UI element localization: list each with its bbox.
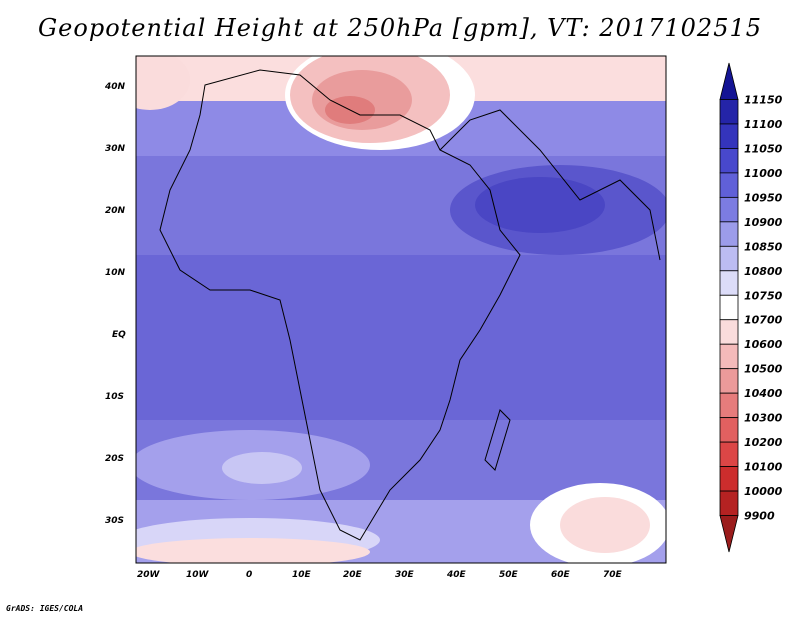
plot-frame — [135, 55, 667, 564]
colorbar-swatch — [719, 62, 739, 100]
colorbar-swatch — [719, 172, 739, 198]
colorbar-label: 11150 — [744, 93, 783, 106]
colorbar-label: 10400 — [744, 387, 783, 400]
colorbar-swatch — [719, 417, 739, 443]
colorbar-swatch — [719, 123, 739, 149]
colorbar-label: 10200 — [744, 436, 783, 449]
colorbar-swatch — [719, 221, 739, 247]
lon-label-40e: 40E — [446, 570, 467, 580]
lon-label-30e: 30E — [395, 570, 415, 580]
colorbar-label: 10600 — [744, 338, 783, 351]
colorbar-label: 10950 — [744, 191, 783, 204]
colorbar-swatch — [719, 368, 739, 394]
lat-label-eq: EQ — [112, 330, 126, 340]
lon-label-20w: 20W — [137, 570, 161, 580]
colorbar-label: 10900 — [744, 216, 783, 229]
lon-label-60e: 60E — [551, 570, 571, 580]
lon-label-10e: 10E — [292, 570, 312, 580]
lat-label-20s: 20S — [105, 454, 124, 464]
colorbar-swatch — [719, 245, 739, 272]
lon-label-70e: 70E — [603, 570, 623, 580]
colorbar-label: 10500 — [744, 363, 783, 376]
colorbar: 11150 11100 11050 11000 10950 10900 10850 10800… — [719, 62, 783, 553]
colorbar-swatch — [719, 515, 739, 553]
lat-label-30n: 30N — [105, 144, 126, 154]
plot-title: Geopotential Height at 250hPa [gpm], VT:… — [38, 14, 762, 42]
colorbar-label: 10850 — [744, 240, 783, 253]
colorbar-label: 11000 — [744, 167, 783, 180]
lon-label-50e: 50E — [499, 570, 519, 580]
colorbar-swatch — [719, 294, 739, 321]
lon-label-20e: 20E — [343, 570, 363, 580]
coastlines — [159, 69, 661, 541]
lat-label-30s: 30S — [105, 516, 124, 526]
colorbar-label: 11100 — [744, 118, 783, 131]
colorbar-swatch — [719, 196, 739, 223]
colorbar-swatch — [719, 99, 739, 125]
colorbar-label: 10800 — [744, 265, 783, 278]
lat-labels: 40N 30N 20N 10N EQ 10S 20S 30S — [104, 82, 126, 526]
lat-label-40n: 40N — [104, 82, 126, 92]
lat-label-20n: 20N — [105, 206, 126, 216]
colorbar-swatch — [719, 148, 739, 174]
grads-credit: GrADS: IGES/COLA — [6, 604, 84, 613]
colorbar-swatch — [719, 490, 739, 516]
lon-labels: 20W 10W 0 10E 20E 30E 40E 50E 60E 70E — [137, 570, 623, 580]
colorbar-swatch — [719, 441, 739, 467]
colorbar-label: 9900 — [744, 510, 775, 523]
colorbar-swatch — [719, 319, 739, 345]
colorbar-swatch — [719, 466, 739, 492]
colorbar-label: 10700 — [744, 314, 783, 327]
colorbar-label: 11050 — [744, 142, 783, 155]
lat-label-10s: 10S — [105, 392, 124, 402]
lon-label-10w: 10W — [186, 570, 210, 580]
colorbar-swatch — [719, 270, 739, 296]
contour-fill — [136, 56, 666, 563]
colorbar-label: 10300 — [744, 412, 783, 425]
lon-label-0: 0 — [246, 570, 252, 580]
lat-label-10n: 10N — [105, 268, 126, 278]
colorbar-swatch — [719, 392, 739, 419]
colorbar-swatch — [719, 343, 739, 370]
colorbar-label: 10100 — [744, 461, 783, 474]
colorbar-label: 10000 — [744, 485, 783, 498]
colorbar-label: 10750 — [744, 289, 783, 302]
